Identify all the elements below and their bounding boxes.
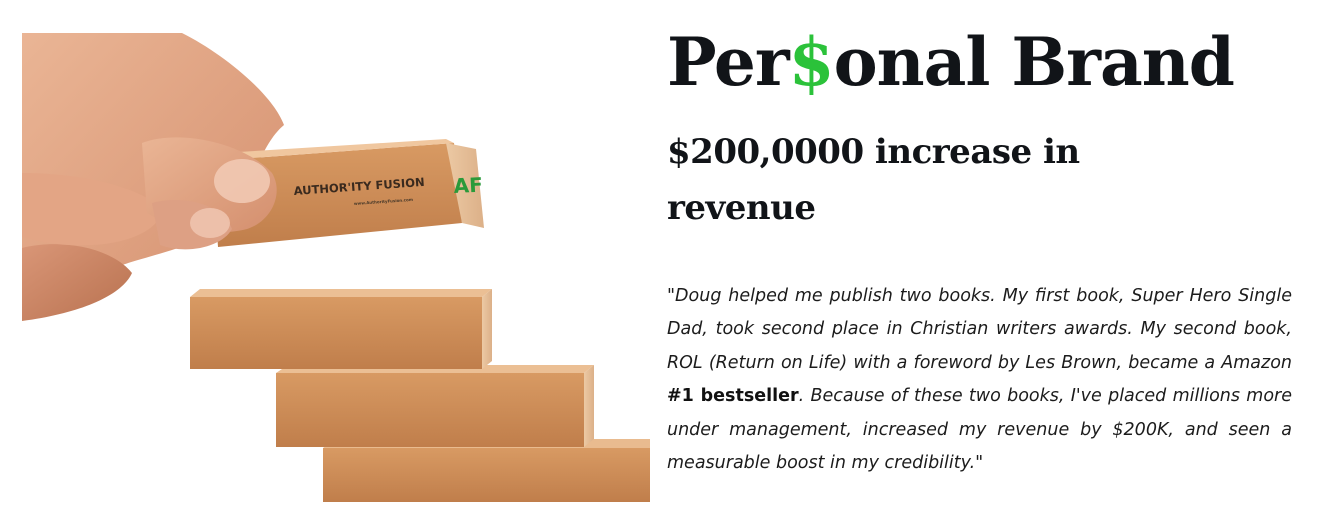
block-logo: AF: [453, 173, 483, 198]
title-after: onal Brand: [833, 23, 1235, 101]
wooden-blocks-illustration: AUTHOR'ITY FUSION www.AuthorityFusion.co…: [22, 33, 650, 502]
testimonial-quote: "Doug helped me publish two books. My fi…: [667, 280, 1292, 480]
dollar-sign: $: [788, 23, 835, 101]
subtitle: $200,0000 increase in revenue: [667, 132, 1080, 228]
title-before: Per: [667, 23, 790, 101]
held-block: AUTHOR'ITY FUSION www.AuthorityFusion.co…: [212, 139, 484, 247]
thumbnail-nail: [214, 159, 270, 203]
middle-block: [276, 365, 594, 447]
page-title: Per$onal Brand: [667, 24, 1292, 100]
bottom-block: [323, 439, 650, 502]
quote-part-2: . Because of these two books, I've place…: [667, 386, 1292, 474]
testimonial-content: Per$onal Brand $200,0000 increase in rev…: [667, 24, 1292, 480]
upper-block: [190, 289, 492, 369]
hero-image: AUTHOR'ITY FUSION www.AuthorityFusion.co…: [22, 33, 650, 502]
quote-bold: #1 bestseller: [667, 386, 799, 407]
quote-part-1: "Doug helped me publish two books. My fi…: [667, 286, 1292, 373]
thumb: [142, 137, 277, 250]
block-brand-url: www.AuthorityFusion.com: [354, 197, 413, 206]
